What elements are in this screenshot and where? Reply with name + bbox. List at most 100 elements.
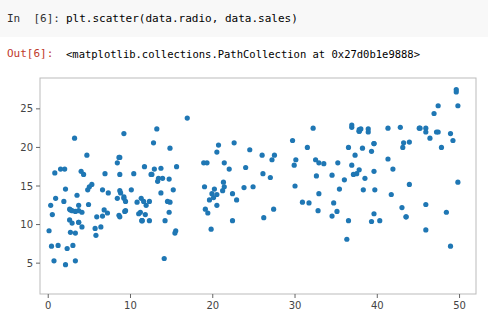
point: [366, 129, 371, 134]
point: [46, 228, 51, 233]
point: [129, 187, 134, 192]
point: [261, 215, 266, 220]
point: [76, 203, 81, 208]
x-tick: [48, 294, 49, 298]
point: [271, 207, 276, 212]
point: [93, 226, 98, 231]
point: [48, 203, 53, 208]
point: [369, 149, 374, 154]
point: [123, 199, 128, 204]
point: [448, 244, 453, 249]
point: [222, 160, 227, 165]
y-tick-label: 25: [20, 103, 33, 114]
y-tick-label: 10: [20, 219, 33, 230]
point: [305, 145, 310, 150]
point: [220, 188, 225, 193]
point: [118, 190, 123, 195]
x-tick: [295, 294, 296, 298]
point: [151, 140, 156, 145]
point: [241, 185, 246, 190]
point: [204, 160, 209, 165]
point: [399, 205, 404, 210]
point: [167, 176, 172, 181]
point: [148, 172, 153, 177]
point: [372, 187, 377, 192]
point: [361, 187, 366, 192]
point: [100, 187, 105, 192]
point: [417, 126, 422, 131]
point: [158, 166, 163, 171]
point: [209, 191, 214, 196]
y-tick: [36, 186, 40, 187]
point: [385, 126, 390, 131]
point: [162, 218, 167, 223]
point: [202, 184, 207, 189]
point: [321, 161, 326, 166]
point: [123, 208, 128, 213]
point: [142, 164, 147, 169]
point: [115, 196, 120, 201]
annotation: Out[6]:: [7, 47, 53, 60]
y-tick-label: 5: [27, 258, 33, 269]
point: [260, 171, 265, 176]
point: [51, 258, 56, 263]
point: [214, 149, 219, 154]
point: [76, 220, 81, 225]
point: [444, 210, 449, 215]
point: [70, 243, 75, 248]
point: [117, 155, 122, 160]
point: [342, 177, 347, 182]
point: [407, 139, 412, 144]
point: [121, 131, 126, 136]
point: [423, 227, 428, 232]
point: [398, 125, 403, 130]
point: [61, 199, 66, 204]
point: [221, 180, 226, 185]
point: [337, 186, 342, 191]
point: [74, 193, 79, 198]
point: [165, 199, 170, 204]
point: [329, 173, 334, 178]
point: [158, 190, 163, 195]
point: [455, 180, 460, 185]
point: [431, 111, 436, 116]
point: [293, 157, 298, 162]
point: [232, 140, 237, 145]
point: [423, 126, 428, 131]
point: [76, 220, 81, 225]
point: [52, 170, 57, 175]
point: [362, 176, 367, 181]
point: [139, 218, 144, 223]
point: [214, 203, 219, 208]
y-tick: [36, 224, 40, 225]
point: [117, 214, 122, 219]
point: [49, 244, 54, 249]
point: [155, 179, 160, 184]
point: [116, 155, 121, 160]
plot-frame: [40, 78, 476, 294]
point: [230, 191, 235, 196]
y-tick: [36, 147, 40, 148]
point: [329, 213, 334, 218]
x-tick: [459, 294, 460, 298]
point: [68, 207, 73, 212]
point: [346, 218, 351, 223]
point: [72, 136, 77, 141]
point: [358, 126, 363, 131]
point: [94, 214, 99, 219]
point: [117, 172, 122, 177]
point: [371, 169, 376, 174]
point: [50, 212, 55, 217]
point: [306, 200, 311, 205]
point: [357, 167, 362, 172]
point: [73, 209, 78, 214]
point: [167, 146, 172, 151]
point: [62, 166, 67, 171]
point: [53, 196, 58, 201]
point: [401, 140, 406, 145]
point: [147, 199, 152, 204]
point: [85, 187, 90, 192]
point: [203, 207, 208, 212]
point: [455, 103, 460, 108]
point: [100, 213, 105, 218]
